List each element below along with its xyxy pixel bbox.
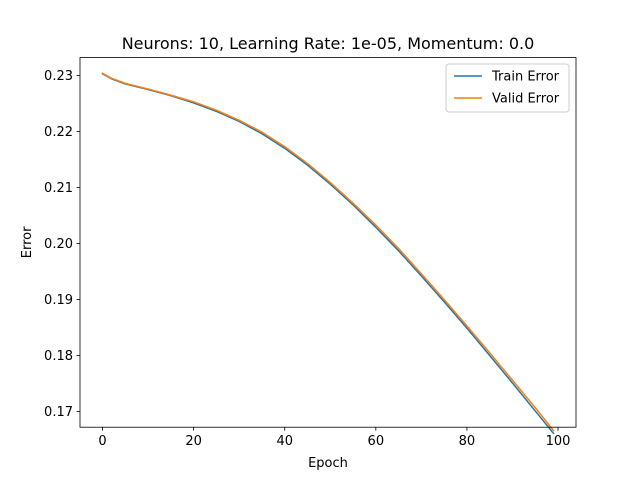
y-tick-label: 0.20 [44,237,73,252]
series-line-valid-error [101,72,555,432]
legend-label-train-error: Train Error [491,70,560,85]
x-axis-ticks: 0 20 40 60 80 100 [98,427,570,449]
chart-title: Neurons: 10, Learning Rate: 1e-05, Momen… [122,34,535,53]
series-layer [101,72,555,435]
y-tick-label: 0.23 [44,69,73,84]
plot-area [80,57,576,428]
x-tick-label: 0 [98,434,106,449]
y-axis-ticks: 0.17 0.18 0.19 0.20 0.21 0.22 0.23 [44,69,80,420]
y-tick-label: 0.21 [44,181,73,196]
plot-frame [79,57,577,428]
x-tick-label: 60 [368,434,385,449]
x-tick-label: 20 [185,434,202,449]
x-tick-label: 100 [546,434,571,449]
y-axis-label: Error [20,226,35,258]
y-tick-label: 0.19 [44,293,73,308]
x-tick-label: 80 [459,434,476,449]
legend-label-valid-error: Valid Error [492,92,560,107]
y-tick-label: 0.22 [44,125,73,140]
legend: Train Error Valid Error [445,63,570,113]
y-tick-label: 0.17 [44,405,73,420]
x-axis-label: Epoch [308,456,348,471]
y-tick-label: 0.18 [44,349,73,364]
x-tick-label: 40 [276,434,293,449]
